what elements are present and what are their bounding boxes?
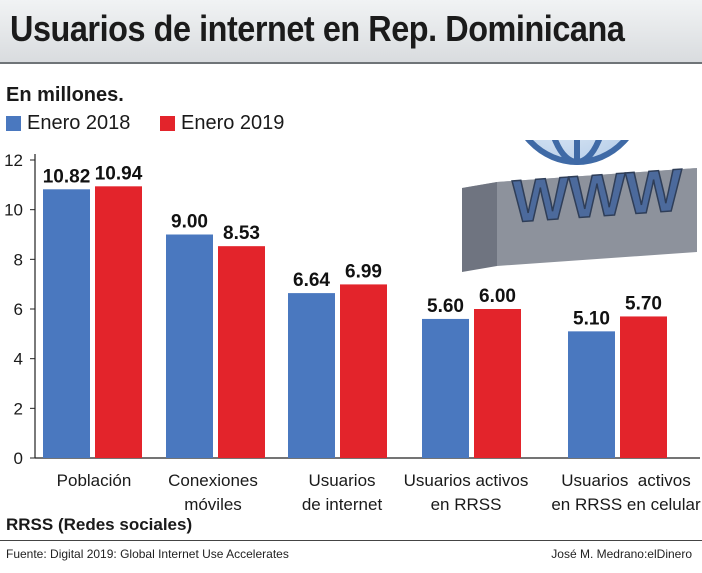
bars	[43, 186, 667, 458]
footer-divider	[0, 540, 702, 541]
labels: 10.82 10.94 Población 9.00 8.53 Conexiones móv…	[43, 163, 701, 512]
y-tick-label: 12	[4, 151, 23, 170]
data-label: 9.00	[171, 212, 208, 233]
www-globe-icon: WWW	[462, 140, 697, 272]
bar	[422, 318, 469, 458]
svg-text:WWW: WWW	[512, 156, 682, 235]
credit-text: José M. Medrano:elDinero	[551, 547, 692, 561]
bar	[340, 284, 387, 458]
bar	[166, 234, 213, 458]
chart-title: Usuarios de internet en Rep. Dominicana	[10, 8, 625, 49]
category-label: móviles	[184, 495, 242, 512]
data-label: 5.10	[573, 308, 610, 329]
y-tick-label: 2	[14, 399, 23, 418]
category-label: en RRSS en celular	[551, 495, 701, 512]
bar	[288, 293, 335, 458]
bar	[95, 186, 142, 458]
bar	[218, 246, 265, 458]
category-label: Conexiones	[168, 471, 258, 490]
y-tick-label: 10	[4, 201, 23, 220]
data-label: 6.99	[345, 261, 382, 282]
legend-label-2018: Enero 2018	[27, 112, 131, 134]
y-tick-label: 4	[14, 350, 23, 369]
data-label: 6.64	[293, 270, 330, 291]
data-label: 10.94	[95, 163, 143, 184]
data-label: 6.00	[479, 286, 516, 307]
legend-swatch-2019	[160, 116, 175, 131]
category-label: Usuarios	[308, 471, 375, 490]
category-label: Usuarios activos	[561, 471, 690, 490]
data-label: 5.60	[427, 296, 464, 317]
bar-chart: WWW 0 2 4 6 8 10 12 10.82 10.94 Población 9.00 8.5…	[4, 140, 701, 512]
bar	[620, 316, 667, 458]
data-label: 10.82	[43, 166, 91, 187]
y-tick-label: 0	[14, 449, 23, 468]
category-label: Población	[57, 471, 132, 490]
bar	[568, 331, 615, 458]
y-tick-label: 6	[14, 300, 23, 319]
category-label: de internet	[302, 495, 383, 512]
title-bar: Usuarios de internet en Rep. Dominicana	[0, 0, 702, 64]
y-tick-label: 8	[14, 250, 23, 269]
bar	[474, 309, 521, 458]
source-text: Fuente: Digital 2019: Global Internet Us…	[6, 547, 289, 561]
legend-swatch-2018	[6, 116, 21, 131]
category-label: en RRSS	[431, 495, 502, 512]
legend-label-2019: Enero 2019	[181, 112, 285, 134]
bar	[43, 189, 90, 458]
unit-label: En millones.	[6, 84, 124, 106]
footnote: RRSS (Redes sociales)	[6, 515, 193, 534]
data-label: 8.53	[223, 223, 260, 244]
data-label: 5.70	[625, 293, 662, 314]
category-label: Usuarios activos	[404, 471, 529, 490]
